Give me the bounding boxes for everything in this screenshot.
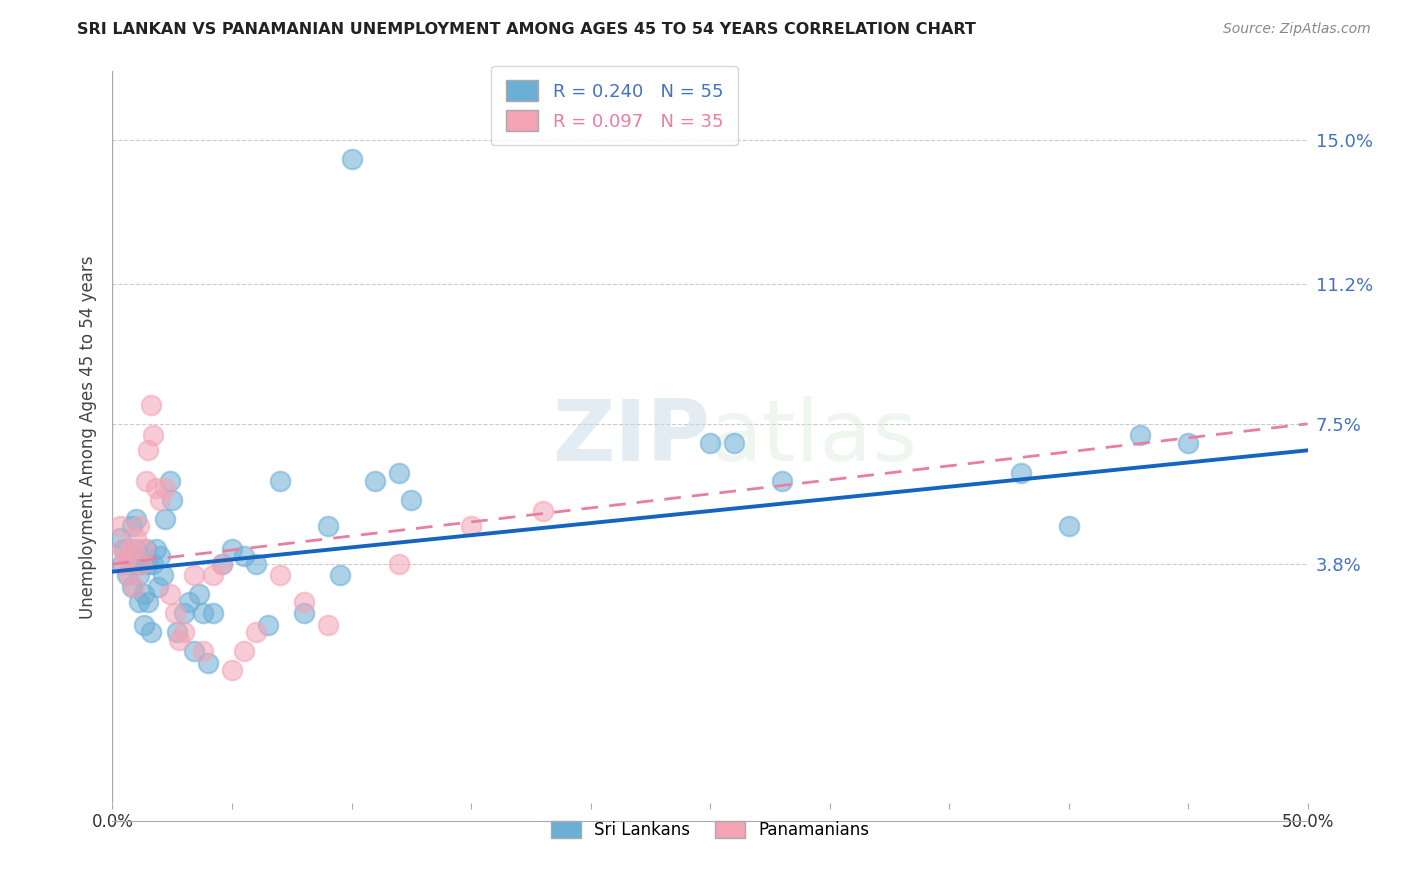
Point (145, 541, 167, 556)
Point (121, 580, 143, 594)
Point (163, 607, 186, 621)
Text: SRI LANKAN VS PANAMANIAN UNEMPLOYMENT AMONG AGES 45 TO 54 YEARS CORRELATION CHAR: SRI LANKAN VS PANAMANIAN UNEMPLOYMENT AM… (77, 22, 976, 37)
Point (329, 568, 352, 582)
Point (1057, 519, 1080, 533)
Y-axis label: Unemployment Among Ages 45 to 54 years: Unemployment Among Ages 45 to 54 years (79, 255, 97, 619)
Point (153, 481, 176, 495)
Point (114, 557, 135, 571)
Point (187, 587, 209, 601)
Point (177, 595, 200, 609)
Point (183, 568, 205, 582)
Point (128, 519, 150, 533)
Point (193, 607, 215, 621)
Point (132, 541, 155, 556)
Point (460, 519, 482, 533)
Point (257, 617, 280, 632)
Point (139, 398, 162, 412)
Point (292, 607, 315, 621)
Point (197, 656, 219, 670)
Legend: Sri Lankans, Panamanians: Sri Lankans, Panamanians (544, 814, 876, 846)
Point (770, 474, 793, 488)
Point (201, 607, 224, 621)
Point (233, 549, 256, 564)
Point (115, 549, 138, 564)
Point (169, 632, 191, 647)
Point (108, 531, 131, 545)
Point (388, 557, 411, 571)
Point (115, 568, 138, 582)
Point (316, 617, 339, 632)
Point (138, 595, 160, 609)
Point (121, 541, 143, 556)
Point (121, 519, 143, 533)
Point (316, 519, 339, 533)
Point (111, 541, 134, 556)
Point (142, 428, 165, 442)
Point (245, 557, 267, 571)
Point (128, 568, 150, 582)
Point (152, 568, 174, 582)
Point (193, 644, 215, 658)
Point (340, 152, 363, 166)
Point (125, 541, 148, 556)
Point (292, 595, 315, 609)
Point (145, 481, 167, 495)
Point (149, 549, 172, 564)
Point (118, 549, 141, 564)
Point (129, 557, 152, 571)
Point (132, 587, 155, 601)
Point (1177, 435, 1199, 450)
Point (1010, 466, 1032, 480)
Point (159, 587, 181, 601)
Point (211, 557, 233, 571)
Point (138, 443, 160, 458)
Point (138, 557, 160, 571)
Point (122, 557, 145, 571)
Point (723, 435, 745, 450)
Point (125, 531, 148, 545)
Point (135, 541, 157, 556)
Point (531, 504, 554, 518)
Point (125, 511, 148, 525)
Point (183, 644, 205, 658)
Point (159, 474, 181, 488)
Point (401, 492, 423, 507)
Point (142, 557, 165, 571)
Point (173, 607, 195, 621)
Point (162, 492, 183, 507)
Text: ZIP: ZIP (553, 395, 710, 479)
Point (135, 474, 157, 488)
Point (118, 568, 141, 582)
Point (211, 557, 233, 571)
Point (111, 557, 134, 571)
Point (233, 644, 256, 658)
Text: atlas: atlas (710, 395, 918, 479)
Point (1129, 428, 1152, 442)
Point (128, 595, 150, 609)
Point (114, 541, 135, 556)
Point (166, 625, 188, 640)
Point (201, 568, 224, 582)
Point (221, 541, 243, 556)
Point (149, 492, 172, 507)
Point (146, 580, 169, 594)
Point (153, 511, 176, 525)
Point (129, 557, 152, 571)
Text: Source: ZipAtlas.com: Source: ZipAtlas.com (1223, 22, 1371, 37)
Point (221, 663, 243, 677)
Point (364, 474, 387, 488)
Point (269, 474, 291, 488)
Point (699, 435, 721, 450)
Point (108, 519, 131, 533)
Point (173, 625, 195, 640)
Point (122, 580, 145, 594)
Point (388, 466, 411, 480)
Point (132, 617, 155, 632)
Point (269, 568, 291, 582)
Point (245, 625, 267, 640)
Point (139, 625, 162, 640)
